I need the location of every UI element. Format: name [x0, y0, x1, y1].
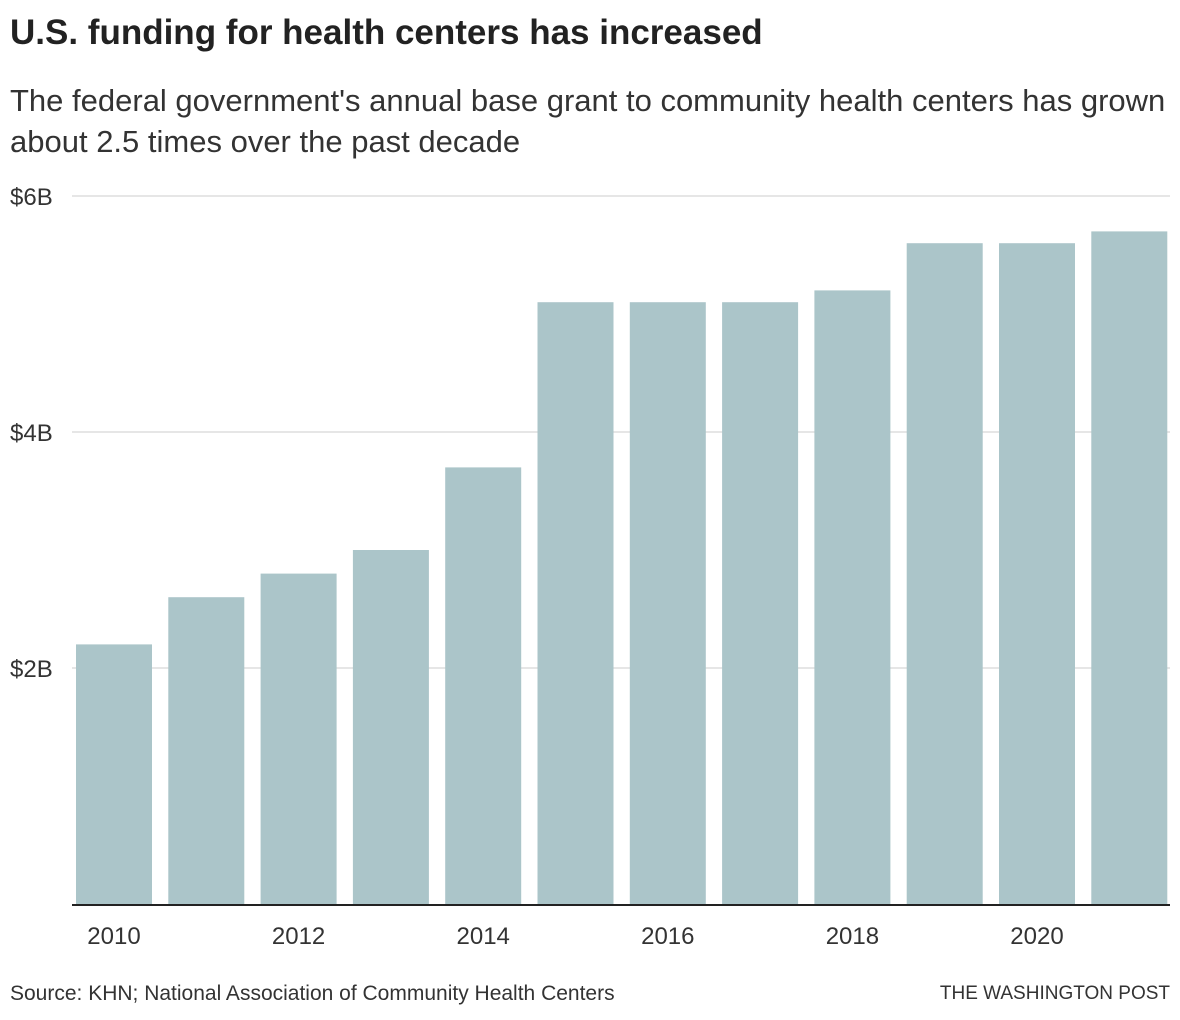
bar [722, 302, 799, 904]
tick-labels: $2B $4B $6B 2010 2012 2014 2016 2018 2020 [10, 184, 1064, 950]
bar [999, 243, 1075, 904]
bar [629, 302, 706, 904]
bar [260, 573, 337, 904]
y-tick-label: $2B [10, 656, 53, 683]
bar [445, 467, 522, 904]
x-tick-label: 2016 [641, 923, 694, 950]
bars [76, 231, 1168, 904]
x-tick-label: 2018 [826, 923, 879, 950]
chart-subtitle: The federal government's annual base gra… [10, 83, 1166, 159]
y-tick-label: $4B [10, 420, 53, 447]
bar [537, 302, 614, 904]
bar [352, 550, 429, 904]
x-tick-label: 2014 [457, 923, 510, 950]
bar [76, 644, 152, 904]
bar [168, 597, 245, 904]
source-note: Source: KHN; National Association of Com… [10, 982, 615, 1005]
bar [814, 290, 891, 904]
x-tick-label: 2020 [1010, 923, 1063, 950]
bar [906, 243, 983, 904]
bar [1091, 231, 1168, 904]
y-tick-label: $6B [10, 184, 53, 211]
chart-title: U.S. funding for health centers has incr… [10, 13, 763, 52]
x-tick-label: 2012 [272, 923, 325, 950]
publisher-credit: THE WASHINGTON POST [939, 983, 1170, 1004]
x-tick-label: 2010 [87, 923, 140, 950]
gridlines [72, 195, 1170, 669]
